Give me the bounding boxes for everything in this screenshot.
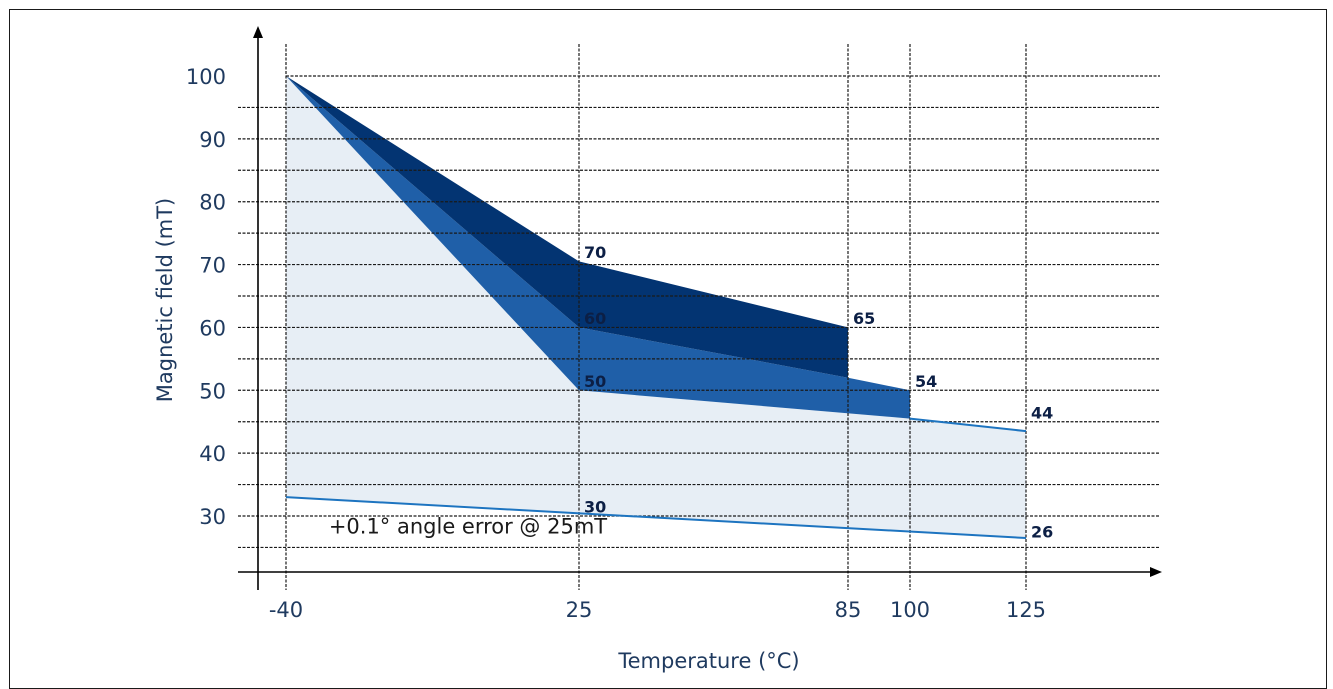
y-tick-label: 60 [199,316,226,340]
data-label: 30 [584,498,606,517]
data-label: 44 [1031,403,1053,422]
data-label: 50 [584,372,606,391]
region-light [286,76,1026,538]
data-label: 54 [915,372,937,391]
series-line [285,496,1027,539]
data-label: 26 [1031,523,1053,542]
data-label: 65 [853,309,875,328]
x-tick-label: -40 [269,598,303,622]
x-tick-label: 85 [835,598,862,622]
x-tick-label: 100 [890,598,930,622]
annotation-label: +0.1° angle error @ 25mT [329,514,607,538]
x-axis-title: Temperature (°C) [617,649,799,673]
y-tick-label: 30 [199,505,226,529]
y-tick-label: 40 [199,442,226,466]
x-tick-label: 125 [1006,598,1046,622]
x-axis-arrow [1150,567,1162,577]
y-axis-arrow [253,26,263,38]
y-axis-title: Magnetic field (mT) [153,198,177,403]
lines-layer [285,417,1027,539]
labels-layer: 30 40 50 60 70 80 90 100 -40 25 85 100 125 70 60 50 30 65… [186,65,1053,622]
data-label: 70 [584,243,606,262]
y-tick-label: 90 [199,128,226,152]
grid-layer [238,44,1160,590]
region-dark [286,76,848,378]
x-tick-label: 25 [566,598,593,622]
regions-layer [286,76,1026,538]
y-tick-label: 100 [186,65,226,89]
axes-layer [238,26,1162,590]
y-tick-label: 80 [199,191,226,215]
y-tick-label: 50 [199,379,226,403]
y-tick-label: 70 [199,254,226,278]
series-line [909,417,1027,433]
data-label: 60 [584,309,606,328]
